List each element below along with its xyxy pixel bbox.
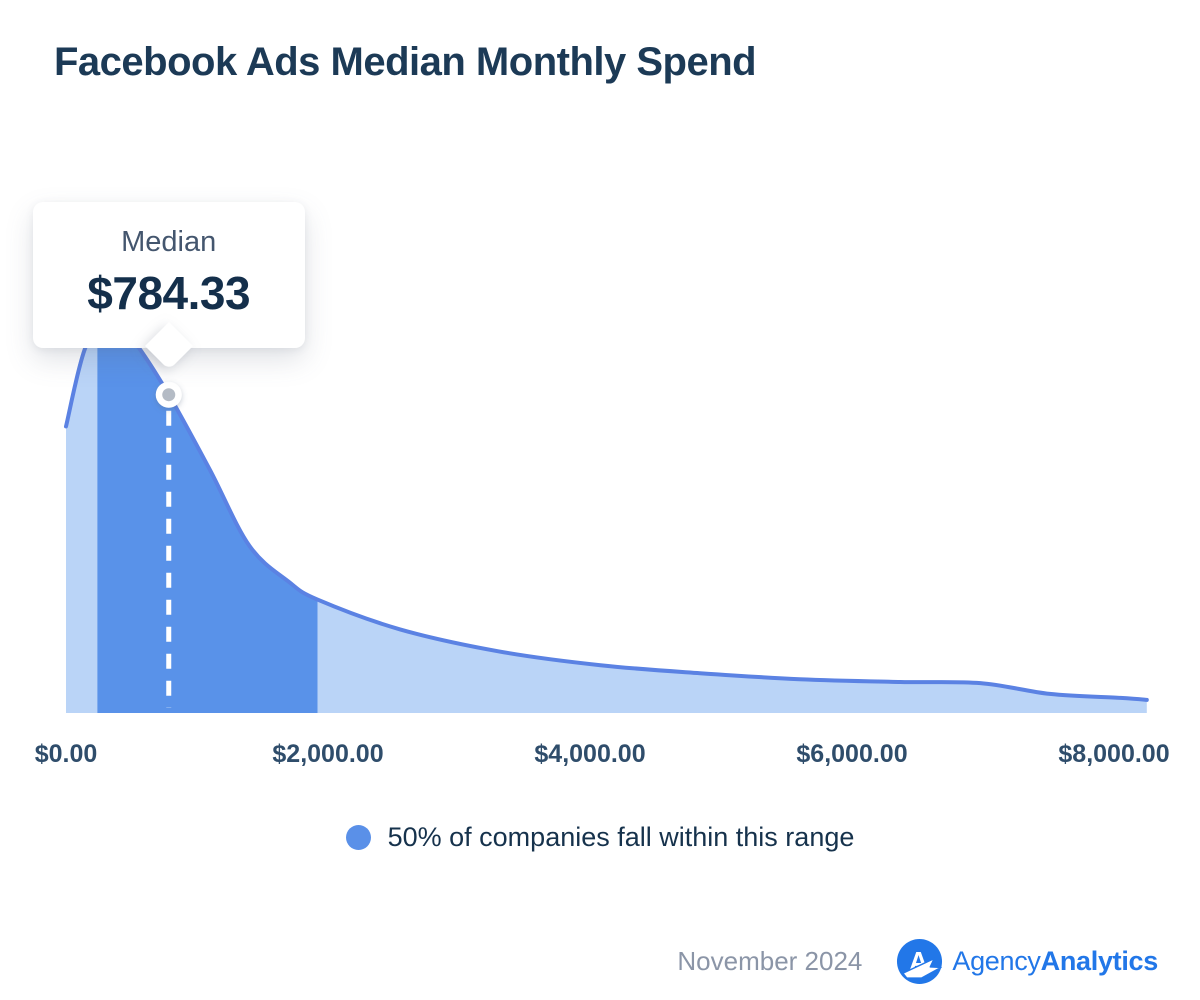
x-tick-label: $6,000.00 bbox=[796, 740, 908, 768]
x-tick-label: $4,000.00 bbox=[534, 740, 646, 768]
brand-analytics: Analytics bbox=[1040, 946, 1159, 976]
tooltip-label: Median bbox=[121, 226, 217, 258]
footer: November 2024 A AgencyAnalytics bbox=[677, 938, 1158, 985]
median-value: $784.33 bbox=[87, 267, 251, 319]
highlight-band bbox=[97, 314, 318, 713]
x-tick-label: $0.00 bbox=[34, 740, 98, 768]
footer-date: November 2024 bbox=[677, 946, 863, 976]
median-marker-inner-dot bbox=[162, 388, 176, 402]
x-axis: $0.00 $2,000.00 $4,000.00 $6,000.00 $8,000.0… bbox=[0, 740, 1200, 774]
brand-agency: Agency bbox=[952, 946, 1041, 976]
agencyanalytics-brand: A AgencyAnalytics bbox=[896, 938, 1158, 985]
chart-title: Facebook Ads Median Monthly Spend bbox=[54, 40, 757, 84]
x-tick-label: $2,000.00 bbox=[272, 740, 384, 768]
legend: 50% of companies fall within this range bbox=[0, 822, 1200, 853]
distribution-line bbox=[64, 313, 1149, 702]
x-tick-label: $8,000.00 bbox=[1058, 740, 1170, 768]
distribution-area bbox=[66, 314, 1147, 713]
brand-wordmark: AgencyAnalytics bbox=[952, 946, 1158, 977]
legend-dot-icon bbox=[345, 825, 371, 850]
median-tooltip: Median $784.33 bbox=[32, 202, 305, 371]
agencyanalytics-logo-icon: A bbox=[896, 938, 943, 985]
legend-label: 50% of companies fall within this range bbox=[387, 822, 855, 852]
tooltip-content: Median $784.33 bbox=[33, 202, 305, 320]
